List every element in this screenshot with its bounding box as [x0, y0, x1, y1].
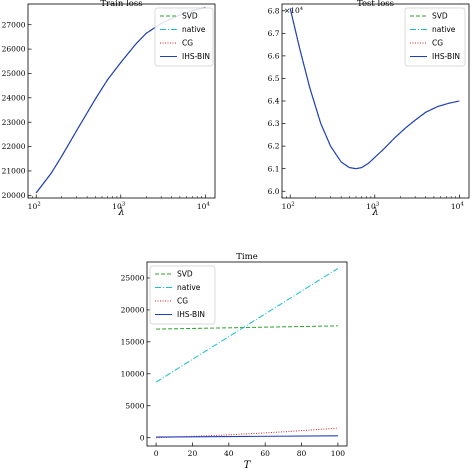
legend-label: native — [177, 283, 201, 292]
y-tick-label: 6.4 — [268, 97, 280, 106]
chart-title: Time — [236, 252, 257, 262]
y-tick-label: 6.3 — [268, 119, 280, 128]
y-tick-label: 6.1 — [268, 164, 280, 173]
legend-box — [154, 7, 214, 67]
x-tick-label: 102 — [28, 202, 41, 212]
y-tick-label: 22000 — [2, 142, 26, 151]
y-tick-label: 24000 — [2, 93, 26, 102]
legend-label: CG — [177, 297, 188, 306]
y-tick-label: 23000 — [2, 118, 26, 127]
y-tick-label: 10000 — [121, 369, 145, 378]
x-tick-label: 20 — [188, 449, 198, 458]
y-tick-label: 0 — [140, 433, 145, 442]
x-axis-title: λ — [371, 207, 378, 218]
y-tick-label: 15000 — [121, 337, 145, 346]
series-line-ihs-bin — [156, 435, 338, 438]
x-tick-base: 10 — [28, 202, 38, 211]
legend: SVD native CG IHS-BIN — [154, 7, 214, 67]
x-axis-title: λ — [117, 207, 124, 218]
legend-label: IHS-BIN — [432, 52, 460, 61]
y-tick-label: 25000 — [2, 69, 26, 78]
x-tick-label: 104 — [451, 202, 465, 212]
series-line-ihs-bin — [289, 8, 460, 170]
x-tick-exponent: 4 — [206, 202, 210, 208]
y-multiplier-exponent: 4 — [300, 6, 303, 12]
x-tick-exponent: 3 — [376, 202, 380, 208]
x-tick-label: 0 — [154, 449, 159, 458]
x-tick-label: 103 — [112, 202, 126, 212]
x-tick-label: 80 — [297, 449, 307, 458]
y-tick-label: 6.2 — [268, 142, 280, 151]
y-tick-label: 5000 — [125, 401, 144, 410]
x-tick-base: 10 — [282, 202, 292, 211]
legend-label: IHS-BIN — [177, 310, 205, 319]
y-tick-label: 6.8 — [268, 6, 280, 15]
y-tick-label: 20000 — [2, 191, 26, 200]
chart-title: Train loss — [100, 0, 142, 9]
x-tick-base: 10 — [366, 202, 376, 211]
series-line-svd — [156, 325, 338, 330]
y-tick-label: 6.7 — [268, 29, 280, 38]
legend-box — [404, 7, 466, 67]
legend: SVD native CG IHS-BIN — [404, 7, 466, 67]
x-tick-label: 103 — [366, 202, 380, 212]
chart-title: Test loss — [357, 0, 394, 9]
x-tick-base: 10 — [197, 202, 207, 211]
x-axis-title: T — [244, 460, 252, 471]
y-tick-label: 6.6 — [268, 51, 280, 60]
legend-label: native — [432, 25, 456, 34]
y-tick-label: 6.5 — [268, 74, 280, 83]
plot-frame — [27, 3, 216, 199]
x-tick-label: 60 — [260, 449, 270, 458]
x-tick-exponent: 2 — [37, 202, 41, 208]
y-tick-label: 6.0 — [268, 187, 280, 196]
x-tick-label: 104 — [197, 202, 211, 212]
series-line-native — [155, 267, 339, 383]
y-tick-label: 20000 — [121, 306, 145, 315]
y-tick-label: 21000 — [2, 167, 26, 176]
y-multiplier-base: ×10 — [284, 6, 300, 15]
legend-label: native — [182, 25, 206, 34]
legend-label: CG — [182, 39, 193, 48]
x-tick-exponent: 3 — [122, 202, 126, 208]
legend-label: SVD — [177, 270, 193, 279]
y-axis-multiplier: ×104 — [284, 6, 303, 15]
legend: SVD native CG IHS-BIN — [149, 265, 216, 325]
x-tick-base: 10 — [112, 202, 122, 211]
x-tick-exponent: 2 — [291, 202, 295, 208]
legend-label: IHS-BIN — [182, 52, 210, 61]
y-tick-label: 27000 — [2, 20, 26, 29]
x-tick-base: 10 — [451, 202, 461, 211]
x-tick-exponent: 4 — [460, 202, 464, 208]
plot-frame — [146, 261, 348, 447]
legend-label: CG — [432, 39, 443, 48]
x-tick-label: 102 — [282, 202, 295, 212]
y-tick-label: 26000 — [2, 45, 26, 54]
legend-label: SVD — [182, 12, 198, 21]
legend-box — [149, 265, 216, 325]
time-panel: Time 0 20 40 60 80 100 0 5000 10000 15000 20000 2500… — [121, 252, 348, 471]
x-tick-label: 40 — [224, 449, 234, 458]
legend-label: SVD — [432, 12, 448, 21]
x-tick-label: 100 — [331, 449, 346, 458]
y-tick-label: 25000 — [121, 274, 145, 283]
